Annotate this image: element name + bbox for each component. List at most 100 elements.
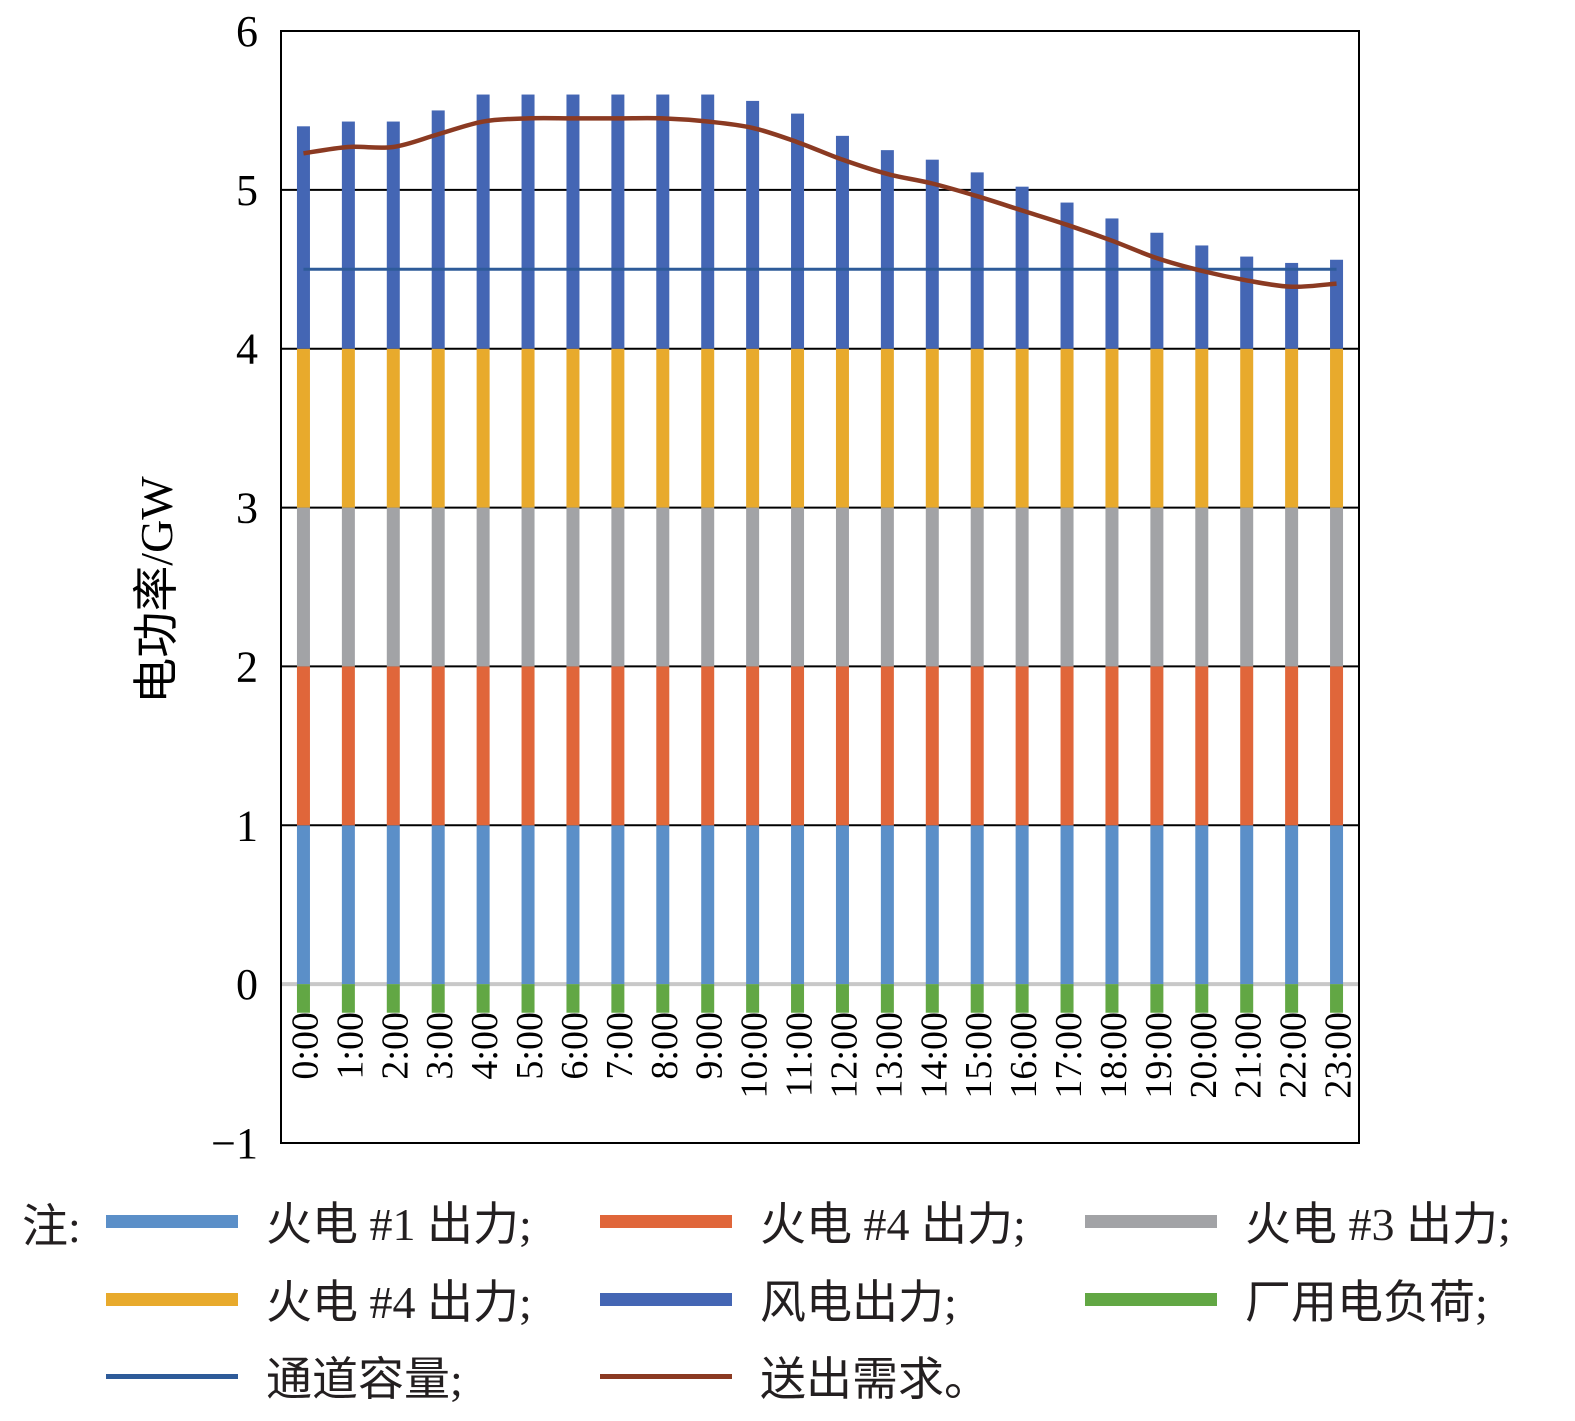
bar-segment: [791, 507, 805, 667]
bar-segment: [521, 507, 535, 667]
plot-border: [280, 30, 1360, 1144]
bar-segment: [386, 507, 400, 667]
bar-segment: [880, 348, 894, 508]
bar-segment: [1195, 245, 1209, 349]
bar-segment: [835, 984, 849, 1013]
bar-segment: [1195, 984, 1209, 1013]
stacked-bar-chart: −1 0 1 2 3 4 5 6 0:00 1:00 2:00 3:00 4:00 5:00 6:00 7:…: [131, 7, 1360, 1168]
bar-segment: [1060, 825, 1074, 985]
x-tick-label: 5:00: [509, 1012, 551, 1080]
y-tick-label: −1: [211, 1119, 258, 1168]
bar-segment: [656, 984, 670, 1013]
bar-segment: [701, 348, 715, 508]
bar-segment: [1105, 507, 1119, 667]
bar-segment: [431, 666, 445, 826]
y-tick-label: 0: [236, 960, 258, 1009]
x-tick-label: 14:00: [913, 1012, 955, 1099]
bar-segment: [296, 507, 310, 667]
bar-segment: [701, 984, 715, 1013]
plot-frame: [280, 30, 1360, 1144]
bar-segment: [431, 507, 445, 667]
bar-segment: [1015, 348, 1029, 508]
bar-segment: [1285, 666, 1299, 826]
bar-segment: [791, 825, 805, 985]
bar-segment: [1060, 202, 1074, 349]
bar-segment: [1015, 825, 1029, 985]
bar-segment: [341, 825, 355, 985]
bar-segment: [611, 507, 625, 667]
bar-segment: [1195, 825, 1209, 985]
legend-item: 火电 #3 出力;: [1085, 1191, 1511, 1251]
x-tick-label: 17:00: [1048, 1012, 1090, 1099]
legend: 注: 火电 #1 出力; 火电 #4 出力; 火电 #3 出力; 火电 #4 出力; 风…: [0, 1190, 1575, 1421]
bar-segment: [970, 984, 984, 1013]
bar-segment: [1330, 825, 1344, 985]
bar-segment: [835, 666, 849, 826]
bar-segment: [1285, 825, 1299, 985]
bar-segment: [611, 94, 625, 349]
x-tick-label: 23:00: [1318, 1012, 1360, 1099]
bar-segment: [1105, 984, 1119, 1013]
bar-segment: [521, 94, 535, 349]
legend-label: 通道容量;: [266, 1354, 463, 1405]
gridlines: [281, 188, 1359, 987]
series-lines: [303, 115, 1337, 290]
bar-segment: [1150, 666, 1164, 826]
bar-segment: [746, 825, 760, 985]
bar-segment: [1150, 825, 1164, 985]
x-tick-label: 8:00: [644, 1012, 686, 1080]
bar-segment: [476, 825, 490, 985]
bar-segment: [1195, 666, 1209, 826]
bar-segment: [1015, 984, 1029, 1013]
y-tick-label: 2: [236, 642, 258, 691]
bar-segment: [431, 110, 445, 349]
bar-segment: [296, 825, 310, 985]
bar-segment: [1105, 218, 1119, 349]
bar-segment: [880, 825, 894, 985]
bar-segment: [1240, 984, 1254, 1013]
bar-segment: [656, 348, 670, 508]
legend-note: 注:: [22, 1201, 81, 1252]
legend-label: 火电 #1 出力;: [266, 1199, 532, 1250]
legend-swatch: [106, 1373, 238, 1379]
x-tick-labels: 0:00 1:00 2:00 3:00 4:00 5:00 6:00 7:00 8:00 9:00…: [284, 1012, 1359, 1099]
bar-segment: [791, 666, 805, 826]
bar-segment: [1015, 666, 1029, 826]
bar-segment: [611, 825, 625, 985]
x-tick-label: 2:00: [374, 1012, 416, 1080]
x-tick-label: 6:00: [554, 1012, 596, 1080]
bar-segment: [1150, 507, 1164, 667]
legend-item: 火电 #1 出力;: [106, 1191, 532, 1251]
bar-segment: [341, 666, 355, 826]
legend-item: 火电 #4 出力;: [106, 1269, 532, 1329]
bar-segment: [476, 666, 490, 826]
legend-label: 火电 #4 出力;: [760, 1199, 1026, 1250]
legend-item: 通道容量;: [106, 1346, 463, 1406]
bar-segment: [656, 825, 670, 985]
bar-segment: [791, 984, 805, 1013]
y-tick-label: 3: [236, 484, 258, 533]
bar-segment: [1240, 666, 1254, 826]
legend-item: 送出需求。: [600, 1346, 990, 1406]
bar-segment: [476, 348, 490, 508]
x-tick-label: 0:00: [284, 1012, 326, 1080]
bar-segment: [1195, 348, 1209, 508]
bar-segment: [1285, 984, 1299, 1013]
legend-label: 火电 #4 出力;: [266, 1277, 532, 1328]
bar-segment: [296, 126, 310, 349]
bar-segment: [1240, 825, 1254, 985]
x-tick-label: 3:00: [419, 1012, 461, 1080]
x-tick-label: 19:00: [1138, 1012, 1180, 1099]
bar-segment: [925, 825, 939, 985]
bar-segment: [431, 348, 445, 508]
legend-label: 厂用电负荷;: [1245, 1277, 1488, 1328]
bar-segment: [791, 113, 805, 349]
bars: [296, 94, 1344, 1013]
bar-segment: [701, 825, 715, 985]
x-tick-label: 18:00: [1093, 1012, 1135, 1099]
bar-segment: [925, 348, 939, 508]
x-tick-label: 21:00: [1228, 1012, 1270, 1099]
bar-segment: [970, 666, 984, 826]
bar-segment: [566, 94, 580, 349]
bar-segment: [296, 984, 310, 1013]
